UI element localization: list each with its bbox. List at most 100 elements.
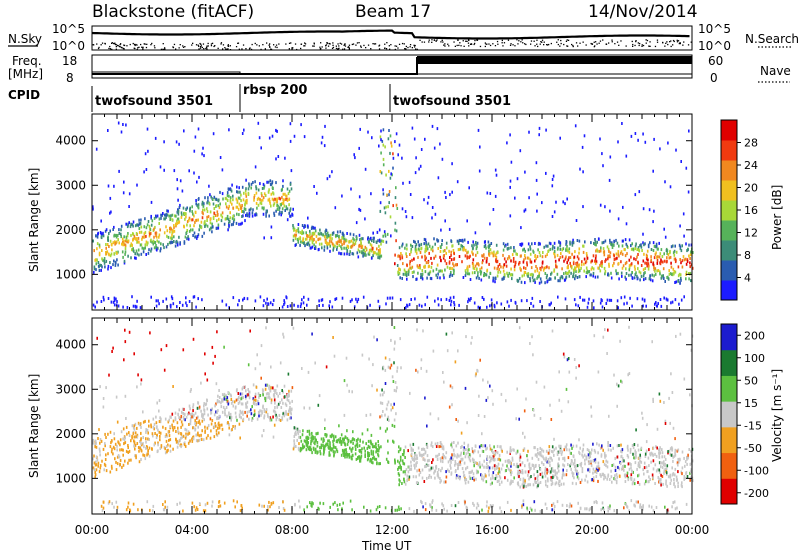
- data-cell: [321, 298, 324, 302]
- data-cell: [274, 391, 276, 395]
- data-cell: [475, 253, 477, 257]
- data-cell: [338, 239, 340, 243]
- data-cell: [105, 469, 108, 473]
- data-cell: [235, 221, 238, 225]
- data-cell: [569, 240, 571, 244]
- data-cell: [445, 251, 447, 255]
- data-cell: [309, 229, 311, 233]
- noise-search-point: [679, 42, 681, 44]
- data-cell: [666, 484, 668, 488]
- data-cell: [398, 246, 401, 250]
- noise-search-point: [433, 39, 435, 41]
- data-cell: [489, 455, 491, 459]
- data-cell: [524, 470, 527, 474]
- data-cell: [553, 453, 555, 457]
- data-cell: [615, 272, 618, 276]
- data-cell: [406, 247, 408, 251]
- data-cell: [229, 211, 231, 215]
- noise-search-point: [431, 39, 433, 41]
- data-cell: [567, 266, 569, 270]
- data-cell: [583, 262, 585, 266]
- data-cell: [507, 460, 510, 464]
- data-cell: [588, 468, 591, 472]
- data-cell: [458, 238, 461, 242]
- data-cell: [217, 505, 220, 509]
- data-cell: [649, 278, 652, 282]
- data-cell: [664, 180, 666, 184]
- data-cell: [450, 303, 452, 307]
- noise-search-point: [598, 42, 600, 44]
- noise-search-point: [474, 39, 476, 42]
- data-cell: [169, 305, 172, 309]
- data-cell: [526, 261, 528, 265]
- noise-search-point: [92, 44, 94, 46]
- data-cell: [197, 203, 200, 207]
- data-cell: [346, 383, 348, 387]
- data-cell: [329, 236, 332, 240]
- data-cell: [328, 451, 331, 455]
- data-cell: [624, 254, 627, 258]
- data-cell: [529, 277, 531, 281]
- data-cell: [592, 271, 595, 275]
- noise-search-point: [123, 44, 125, 46]
- data-cell: [415, 243, 418, 247]
- data-cell: [687, 248, 689, 252]
- data-cell: [382, 163, 385, 167]
- data-cell: [421, 468, 424, 472]
- data-cell: [483, 465, 485, 469]
- data-cell: [266, 180, 268, 184]
- data-cell: [634, 273, 637, 276]
- data-cell: [432, 249, 434, 253]
- data-cell: [341, 296, 344, 300]
- data-cell: [467, 240, 469, 244]
- data-cell: [545, 449, 548, 453]
- data-cell: [423, 198, 425, 202]
- data-cell: [314, 226, 316, 230]
- data-cell: [657, 255, 659, 259]
- data-cell: [559, 276, 562, 280]
- data-cell: [150, 238, 152, 242]
- data-cell: [415, 156, 417, 160]
- data-cell: [354, 448, 357, 451]
- data-cell: [263, 236, 265, 240]
- data-cell: [368, 240, 370, 244]
- data-cell: [424, 465, 426, 469]
- data-cell: [527, 449, 529, 453]
- data-cell: [576, 264, 578, 268]
- data-cell: [259, 197, 261, 201]
- data-cell: [326, 231, 329, 235]
- data-cell: [460, 451, 463, 455]
- noise-search-point: [678, 42, 680, 45]
- data-cell: [113, 233, 116, 237]
- data-cell: [647, 267, 650, 271]
- data-cell: [228, 423, 230, 426]
- data-cell: [251, 405, 253, 409]
- data-cell: [352, 233, 355, 237]
- data-cell: [672, 455, 674, 459]
- data-cell: [669, 421, 671, 425]
- data-cell: [308, 429, 311, 433]
- data-cell: [379, 135, 382, 139]
- noise-search-point: [525, 43, 527, 46]
- data-cell: [367, 453, 369, 457]
- data-cell: [228, 221, 230, 225]
- data-cell: [346, 232, 348, 235]
- data-cell: [236, 205, 239, 209]
- data-cell: [211, 407, 213, 411]
- data-cell: [528, 463, 530, 467]
- data-cell: [272, 415, 274, 419]
- data-cell: [269, 418, 271, 422]
- data-cell: [623, 468, 625, 472]
- noise-search-point: [448, 45, 450, 47]
- data-cell: [285, 207, 288, 211]
- data-cell: [522, 248, 524, 252]
- data-cell: [655, 304, 658, 308]
- data-cell: [486, 446, 488, 450]
- data-cell: [226, 216, 229, 220]
- data-cell: [270, 192, 273, 196]
- data-cell: [343, 413, 346, 417]
- data-cell: [613, 257, 616, 261]
- data-cell: [398, 461, 401, 465]
- data-cell: [623, 295, 626, 299]
- data-cell: [185, 212, 187, 216]
